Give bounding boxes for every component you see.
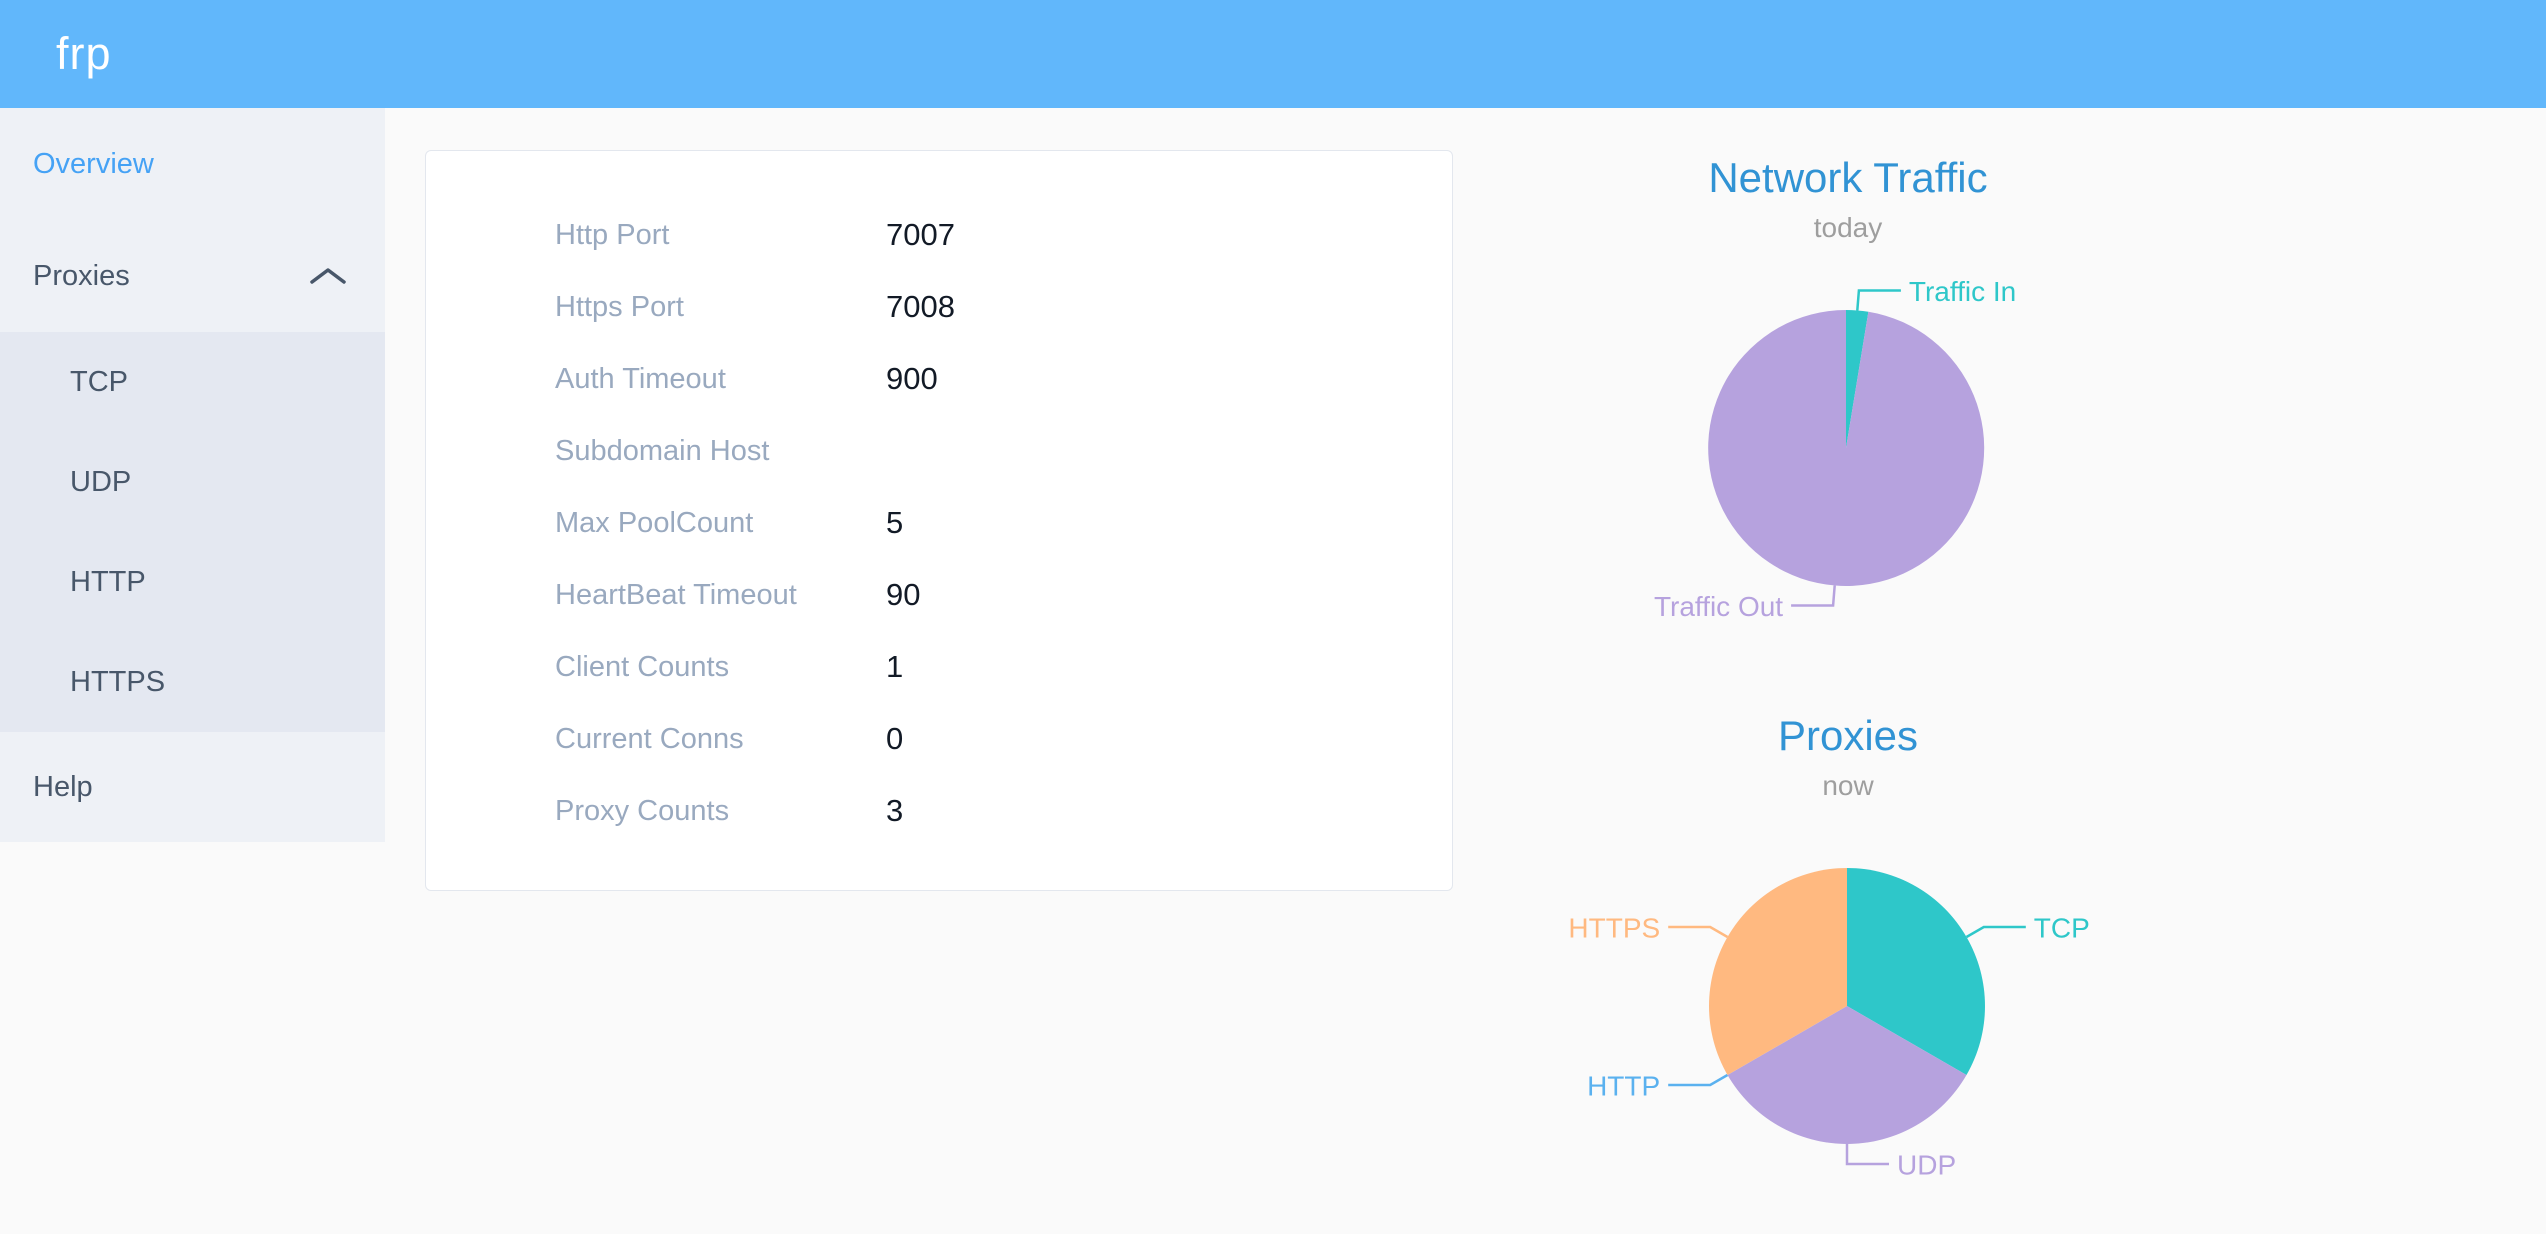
field-label: Max PoolCount	[555, 506, 754, 539]
pie-slice-tcp[interactable]	[1847, 868, 1985, 1075]
pie-slice-udp[interactable]	[1727, 1006, 1967, 1144]
sidebar-item-label: HTTPS	[70, 665, 166, 698]
field-value: 90	[886, 577, 921, 612]
pie-labelline-tcp	[1965, 925, 2026, 939]
field-value: 5	[886, 505, 904, 540]
network-traffic-chart-subtitle: today	[1813, 212, 1883, 243]
sidebar-item-tcp[interactable]: TCP	[0, 332, 385, 432]
field-label: Client Counts	[555, 650, 730, 683]
proxies-pie-chart: TCP UDP HTTP HTTPS	[1568, 868, 2090, 1181]
network-traffic-chart-title: Network Traffic	[1708, 154, 1988, 201]
table-row: HeartBeat Timeout 90	[426, 559, 1452, 631]
field-label: Current Conns	[555, 722, 744, 755]
sidebar-item-label: HTTP	[70, 565, 146, 598]
sidebar-item-label: Overview	[33, 147, 154, 180]
sidebar-item-label: Help	[33, 770, 93, 803]
app-header: frp	[0, 0, 2546, 108]
proxies-chart-title: Proxies	[1777, 712, 1919, 759]
table-row: Client Counts 1	[426, 631, 1452, 703]
pie-label-https: HTTPS	[1568, 913, 1660, 944]
field-value: 7007	[886, 217, 955, 252]
sidebar-item-udp[interactable]: UDP	[0, 432, 385, 532]
field-label: Https Port	[555, 290, 684, 323]
sidebar-item-label: Proxies	[33, 259, 130, 292]
proxies-chart-subtitle: now	[1822, 770, 1874, 801]
field-value: 900	[886, 361, 938, 396]
server-info-card: Http Port 7007 Https Port 7008 Auth Timeout 9…	[425, 150, 1453, 891]
network-traffic-pie-chart: Traffic In Traffic Out	[1654, 276, 2016, 622]
sidebar-item-https[interactable]: HTTPS	[0, 632, 385, 732]
sidebar: Overview Proxies TCP UDP HTTP HTTPS	[0, 108, 385, 842]
pie-labelline-http	[1668, 1073, 1729, 1087]
field-label: HeartBeat Timeout	[555, 578, 797, 611]
sidebar-item-label: UDP	[70, 465, 132, 498]
table-row: Subdomain Host	[426, 415, 1452, 487]
field-value: 1	[886, 649, 904, 684]
table-row: Current Conns 0	[426, 703, 1452, 775]
pie-label-traffic-in: Traffic In	[1909, 276, 2016, 307]
sidebar-item-proxies[interactable]: Proxies	[0, 220, 385, 332]
pie-labelline-udp	[1845, 1144, 1889, 1166]
field-value: 3	[886, 793, 904, 828]
sidebar-item-overview[interactable]: Overview	[0, 108, 385, 220]
pie-slice-traffic-out[interactable]	[1708, 310, 1985, 586]
chevron-up-icon	[309, 266, 347, 286]
table-row: Https Port 7008	[426, 271, 1452, 343]
pie-labelline-traffic-in	[1856, 289, 1901, 311]
table-row: Http Port 7007	[426, 199, 1452, 271]
app-logo: frp	[56, 28, 112, 79]
field-value: 0	[886, 721, 904, 756]
pie-label-udp: UDP	[1897, 1150, 1956, 1181]
table-row: Max PoolCount 5	[426, 487, 1452, 559]
table-row: Proxy Counts 3	[426, 775, 1452, 847]
pie-labelline-https	[1668, 925, 1729, 939]
sidebar-item-help[interactable]: Help	[0, 732, 385, 842]
pie-label-http: HTTP	[1587, 1071, 1660, 1102]
pie-slice-https[interactable]	[1709, 868, 1847, 1075]
sidebar-item-http[interactable]: HTTP	[0, 532, 385, 632]
sidebar-item-label: TCP	[70, 365, 128, 398]
field-label: Auth Timeout	[555, 362, 726, 395]
pie-label-traffic-out: Traffic Out	[1654, 591, 1783, 622]
pie-label-tcp: TCP	[2034, 913, 2090, 944]
field-label: Proxy Counts	[555, 794, 730, 827]
pie-slice-traffic-in[interactable]	[1846, 309, 1869, 448]
field-label: Http Port	[555, 218, 670, 251]
field-value: 7008	[886, 289, 955, 324]
field-label: Subdomain Host	[555, 434, 770, 467]
server-info-table: Http Port 7007 Https Port 7008 Auth Timeout 9…	[426, 199, 1452, 847]
pie-labelline-traffic-out	[1791, 585, 1836, 607]
table-row: Auth Timeout 900	[426, 343, 1452, 415]
proxies-submenu: TCP UDP HTTP HTTPS	[0, 332, 385, 732]
